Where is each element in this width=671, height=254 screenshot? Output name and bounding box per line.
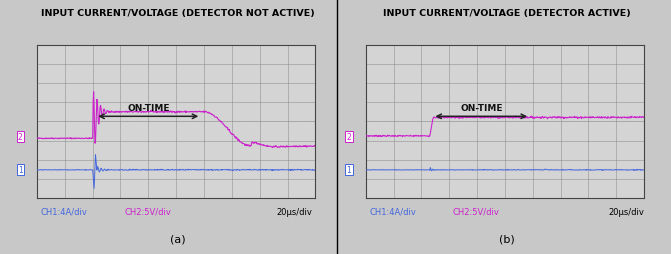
- Text: 20μs/div: 20μs/div: [276, 207, 312, 216]
- Text: 2: 2: [347, 133, 352, 142]
- Text: CH1:4A/div: CH1:4A/div: [40, 207, 87, 216]
- Text: 2: 2: [18, 133, 23, 142]
- Text: ON-TIME: ON-TIME: [127, 104, 170, 113]
- Text: 20μs/div: 20μs/div: [609, 207, 644, 216]
- Text: INPUT CURRENT/VOLTAGE (DETECTOR ACTIVE): INPUT CURRENT/VOLTAGE (DETECTOR ACTIVE): [382, 9, 631, 18]
- Text: 1: 1: [18, 166, 23, 175]
- Text: INPUT CURRENT/VOLTAGE (DETECTOR NOT ACTIVE): INPUT CURRENT/VOLTAGE (DETECTOR NOT ACTI…: [41, 9, 315, 18]
- Text: (a): (a): [170, 234, 186, 244]
- Text: ON-TIME: ON-TIME: [460, 104, 503, 113]
- Text: (b): (b): [499, 234, 515, 244]
- Text: CH2:5V/div: CH2:5V/div: [124, 207, 171, 216]
- Text: CH2:5V/div: CH2:5V/div: [453, 207, 500, 216]
- Text: 1: 1: [347, 166, 352, 175]
- Text: CH1:4A/div: CH1:4A/div: [369, 207, 416, 216]
